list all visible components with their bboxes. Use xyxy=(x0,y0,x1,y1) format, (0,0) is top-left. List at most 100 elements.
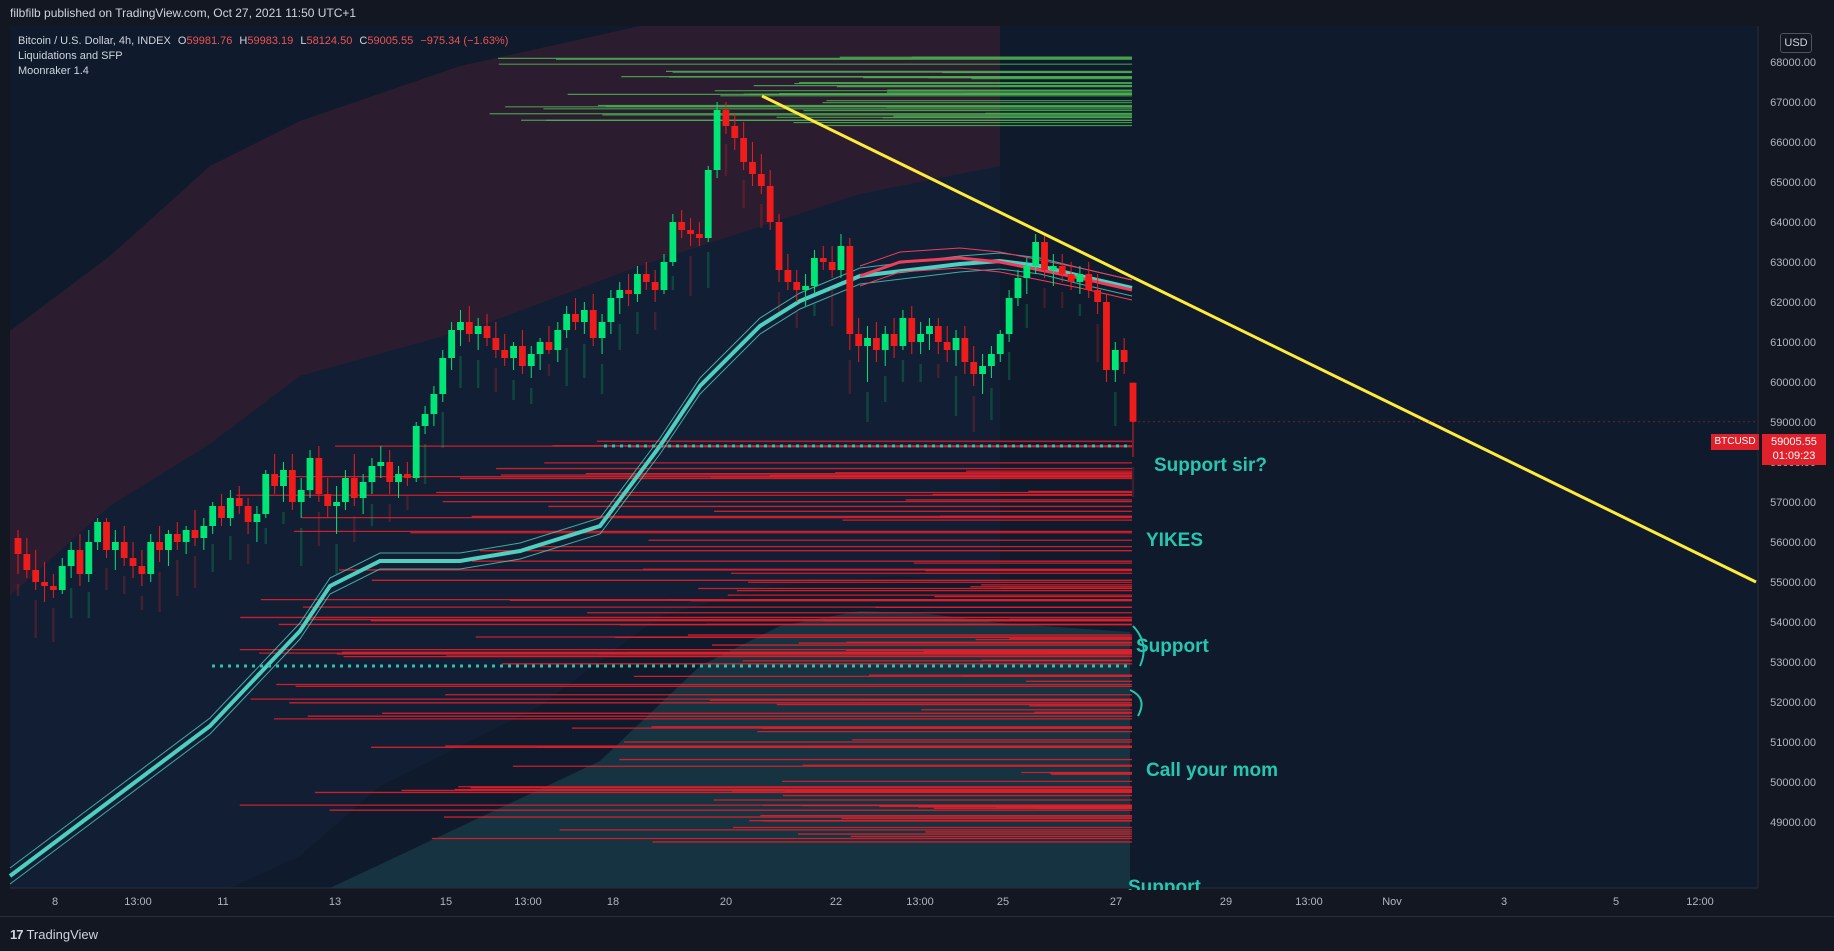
candle-body xyxy=(740,138,748,162)
candle-body xyxy=(961,338,969,362)
candle xyxy=(589,294,597,346)
candle-body xyxy=(1120,350,1128,362)
candle xyxy=(527,346,535,404)
candle-body xyxy=(359,482,367,498)
candle xyxy=(1058,254,1066,308)
ghost-bar xyxy=(671,276,675,290)
candle-body xyxy=(775,222,783,270)
ghost-bar xyxy=(530,388,533,404)
candle-body xyxy=(262,474,270,514)
ghost-bar xyxy=(813,304,816,316)
candle-body xyxy=(996,334,1004,354)
candle-body xyxy=(350,478,358,498)
candle-body xyxy=(651,282,659,290)
price-chart[interactable]: 68000.00 67000.00 66000.00 65000.00 64000.00… xyxy=(0,26,1834,916)
candle xyxy=(757,154,765,228)
ribbon-upper xyxy=(9,252,1133,869)
candle-body xyxy=(439,358,447,394)
candle xyxy=(182,526,190,554)
ghost-bar xyxy=(636,312,639,334)
tradingview-logo[interactable]: 17 TradingView xyxy=(10,927,98,942)
x-tick-label: 15 xyxy=(440,896,452,908)
legend-high: 59983.19 xyxy=(247,35,294,47)
candle-body xyxy=(598,322,606,338)
legend-low-label: L xyxy=(300,35,307,47)
x-tick-label: 20 xyxy=(720,896,732,908)
x-tick-label: 13:00 xyxy=(1295,896,1323,908)
y-tick-label: 53000.00 xyxy=(1770,657,1816,669)
y-tick-label: 65000.00 xyxy=(1770,177,1816,189)
candle xyxy=(280,462,287,524)
ghost-bar xyxy=(600,364,604,394)
candle xyxy=(156,526,163,612)
ghost-bar xyxy=(795,312,798,328)
candle xyxy=(828,246,836,326)
x-tick-label: Nov xyxy=(1382,896,1402,908)
annotation-support-cut: Support xyxy=(1128,877,1201,890)
candle xyxy=(766,170,774,230)
y-tick-label: 68000.00 xyxy=(1770,57,1816,69)
candle xyxy=(191,510,199,588)
candle-body xyxy=(527,354,535,366)
candle xyxy=(235,486,243,514)
candle xyxy=(342,470,349,510)
candle xyxy=(359,474,367,514)
support-bracket xyxy=(1129,625,1145,717)
y-tick-label: 66000.00 xyxy=(1770,137,1816,149)
ghost-bar xyxy=(1007,352,1011,380)
candle xyxy=(129,542,137,578)
candle-body xyxy=(899,318,907,346)
candle xyxy=(598,314,606,394)
ghost-bar xyxy=(299,528,303,566)
ghost-bar xyxy=(512,380,515,400)
candle xyxy=(687,218,694,296)
candle xyxy=(775,214,783,312)
candle xyxy=(970,346,978,432)
candle-body xyxy=(386,462,394,482)
candle-body xyxy=(881,334,889,350)
candle-body xyxy=(1023,266,1031,278)
y-tick-label: 59000.00 xyxy=(1770,417,1816,429)
legend-low: 58124.50 xyxy=(306,35,353,47)
candle-body xyxy=(828,262,836,270)
candle-body xyxy=(917,334,925,342)
candle-body xyxy=(1129,382,1137,422)
candle xyxy=(368,458,376,526)
candle-body xyxy=(271,474,279,486)
annotation-call-your-mom: Call your mom xyxy=(1146,760,1278,781)
ghost-bar xyxy=(972,396,975,432)
price-tag-value: 59005.55 xyxy=(1771,436,1817,448)
ghost-bar xyxy=(406,496,409,510)
legend-indicator-moonraker[interactable]: Moonraker 1.4 xyxy=(18,65,89,77)
candle xyxy=(545,326,553,376)
candle-body xyxy=(757,174,765,186)
candle-body xyxy=(545,342,553,350)
candle xyxy=(784,254,792,290)
legend-indicator-liquidations[interactable]: Liquidations and SFP xyxy=(18,50,123,62)
candle-body xyxy=(1085,274,1093,290)
candle xyxy=(103,518,110,590)
ghost-bar xyxy=(707,252,710,288)
ghost-bar xyxy=(866,392,869,422)
candle xyxy=(111,530,119,570)
tradingview-brand: TradingView xyxy=(26,927,99,942)
candle-body xyxy=(934,326,942,342)
candle xyxy=(350,454,358,542)
candle xyxy=(846,238,854,394)
candle xyxy=(536,338,544,370)
candle xyxy=(120,526,128,594)
x-tick-label: 13 xyxy=(329,896,341,908)
currency-button[interactable]: USD xyxy=(1780,33,1812,53)
candle xyxy=(572,298,579,330)
candle xyxy=(713,102,721,178)
candle-body xyxy=(872,338,880,350)
x-tick-label: 3 xyxy=(1501,896,1507,908)
candle-body xyxy=(288,470,296,502)
candle-body xyxy=(218,506,225,518)
y-tick-label: 67000.00 xyxy=(1770,97,1816,109)
candle-body xyxy=(147,542,155,574)
candle-body xyxy=(634,274,641,294)
ghost-bar xyxy=(140,596,144,610)
y-tick-label: 56000.00 xyxy=(1770,537,1816,549)
ghost-bar xyxy=(476,360,480,388)
